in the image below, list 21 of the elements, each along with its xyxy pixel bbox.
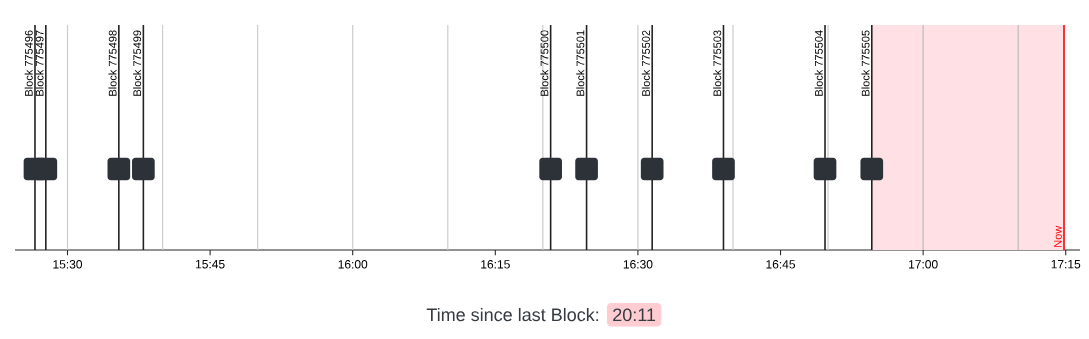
x-tick-label: 16:45 xyxy=(766,260,796,269)
annotation: Block 775499 xyxy=(133,30,142,96)
annotation: Block 775504 xyxy=(814,30,823,96)
annotation: Block 775498 xyxy=(108,30,117,96)
x-tick-label: 16:15 xyxy=(481,260,510,269)
ref-line-label: Now xyxy=(1054,225,1062,247)
annotation: Block 775496 xyxy=(24,30,33,96)
annotation: Block 775497 xyxy=(35,30,44,96)
annotation: Block 775500 xyxy=(540,30,549,96)
annotation: Block 775505 xyxy=(861,30,870,96)
x-tick-label: 16:30 xyxy=(623,260,653,269)
x-tick-label: 15:45 xyxy=(196,260,225,269)
annotation: Block 775503 xyxy=(713,30,722,96)
x-tick-label: 15:30 xyxy=(53,260,83,269)
annotation: Block 775502 xyxy=(641,30,650,96)
x-tick-label: 17:15 xyxy=(1051,260,1081,269)
x-tick-label: 17:00 xyxy=(909,260,938,269)
x-tick-label: 16:00 xyxy=(338,260,368,269)
text: Time since last Block: xyxy=(426,307,599,322)
annotation: Block 775501 xyxy=(576,30,585,96)
text: 20:11 xyxy=(613,308,656,322)
